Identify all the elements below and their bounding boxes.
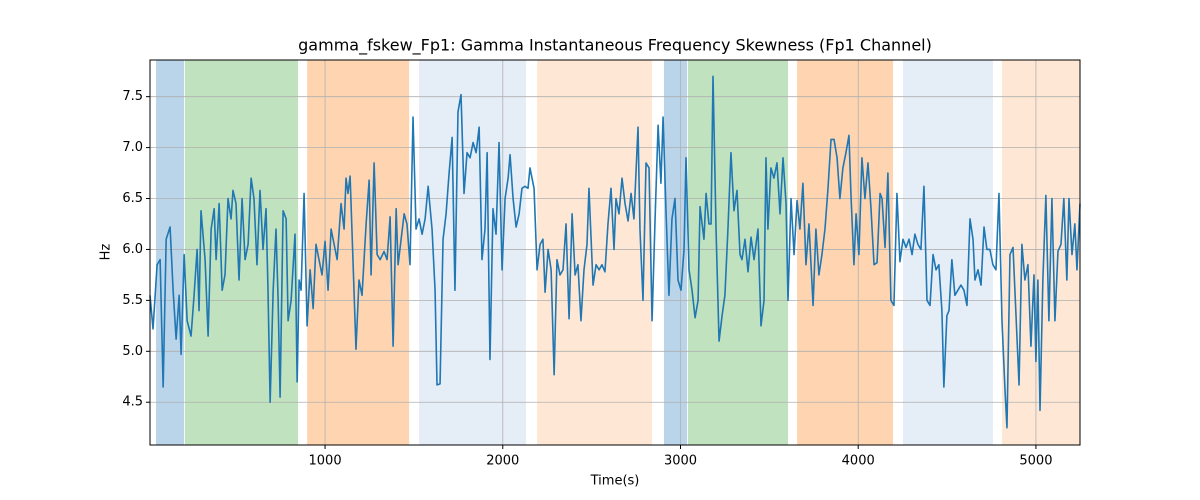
x-tick-label: 1000 (309, 454, 342, 469)
x-tick-label: 3000 (664, 454, 697, 469)
y-tick-label: 7.5 (122, 89, 143, 104)
x-tick-label: 2000 (486, 454, 519, 469)
shaded-span (663, 60, 688, 445)
shaded-span (902, 60, 993, 445)
y-tick-label: 6.5 (122, 191, 143, 206)
spans (156, 60, 1080, 445)
shaded-span (156, 60, 185, 445)
shaded-span (687, 60, 789, 445)
data-line (149, 75, 1081, 429)
y-tick-label: 4.5 (122, 395, 143, 410)
y-axis-label: Hz (99, 244, 114, 261)
x-tick-label: 5000 (1019, 454, 1052, 469)
x-tick-label: 4000 (842, 454, 875, 469)
shaded-span (307, 60, 410, 445)
shaded-span (185, 60, 299, 445)
shaded-span (797, 60, 894, 445)
axes-frame (149, 59, 1081, 446)
shaded-span (419, 60, 527, 445)
shaded-span (537, 60, 653, 445)
y-tick-label: 6.0 (122, 242, 143, 257)
y-tick-label: 7.0 (122, 140, 143, 155)
y-tick-label: 5.5 (122, 293, 143, 308)
plot-area (149, 75, 1081, 429)
x-axis-label: Time(s) (590, 474, 640, 489)
y-tick-label: 5.0 (122, 344, 143, 359)
chart-title: gamma_fskew_Fp1: Gamma Instantaneous Fre… (298, 36, 932, 56)
